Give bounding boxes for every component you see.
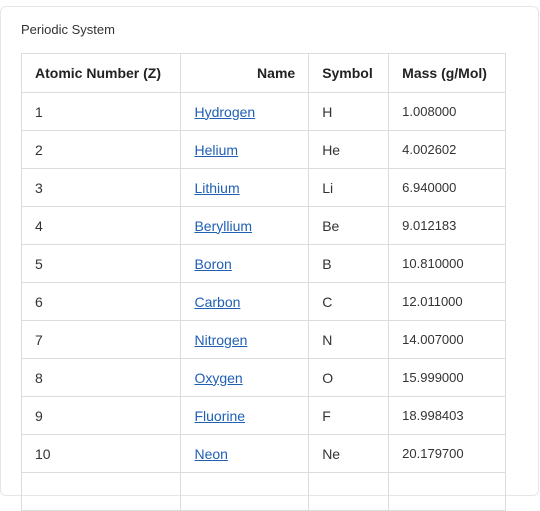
- cell-mass: 18.998403: [388, 396, 506, 435]
- element-link-fluorine[interactable]: Fluorine: [194, 407, 246, 424]
- table-row: [20, 472, 506, 511]
- cell-symbol: O: [308, 358, 390, 397]
- cell-mass: 20.179700: [388, 434, 506, 473]
- cell-name: Oxygen: [180, 358, 310, 397]
- cell-symbol: F: [308, 396, 390, 435]
- table-row: 7 Nitrogen N 14.007000: [20, 320, 506, 359]
- cell-symbol: [308, 472, 390, 511]
- element-link-beryllium[interactable]: Beryllium: [194, 217, 253, 234]
- cell-atomic-number: [20, 472, 182, 511]
- cell-symbol: B: [308, 244, 390, 283]
- column-header-atomic-number[interactable]: Atomic Number (Z): [20, 53, 182, 93]
- cell-mass: 6.940000: [388, 168, 506, 207]
- cell-name: Hydrogen: [180, 92, 310, 131]
- cell-symbol: C: [308, 282, 390, 321]
- table-header-row: Atomic Number (Z) Name Symbol Mass (g/Mo…: [20, 53, 506, 93]
- cell-symbol: N: [308, 320, 390, 359]
- cell-name: Carbon: [180, 282, 310, 321]
- column-header-symbol[interactable]: Symbol: [308, 53, 390, 93]
- cell-atomic-number: 8: [20, 358, 182, 397]
- cell-mass: 12.011000: [388, 282, 506, 321]
- column-header-mass[interactable]: Mass (g/Mol): [388, 53, 506, 93]
- table-row: 10 Neon Ne 20.179700: [20, 434, 506, 473]
- element-link-oxygen[interactable]: Oxygen: [194, 369, 243, 386]
- cell-name: Fluorine: [180, 396, 310, 435]
- cell-mass: 10.810000: [388, 244, 506, 283]
- element-link-helium[interactable]: Helium: [194, 141, 239, 158]
- cell-symbol: Be: [308, 206, 390, 245]
- table-row: 4 Beryllium Be 9.012183: [20, 206, 506, 245]
- element-link-lithium[interactable]: Lithium: [194, 179, 240, 196]
- cell-atomic-number: 4: [20, 206, 182, 245]
- cell-symbol: Ne: [308, 434, 390, 473]
- cell-atomic-number: 3: [20, 168, 182, 207]
- cell-mass: 4.002602: [388, 130, 506, 169]
- element-link-hydrogen[interactable]: Hydrogen: [194, 103, 256, 120]
- cell-name: Beryllium: [180, 206, 310, 245]
- cell-name: Nitrogen: [180, 320, 310, 359]
- table-row: 1 Hydrogen H 1.008000: [20, 92, 506, 131]
- cell-mass: 14.007000: [388, 320, 506, 359]
- cell-mass: 1.008000: [388, 92, 506, 131]
- cell-mass: 15.999000: [388, 358, 506, 397]
- element-link-boron[interactable]: Boron: [194, 255, 232, 272]
- cell-name: Neon: [180, 434, 310, 473]
- cell-symbol: H: [308, 92, 390, 131]
- cell-atomic-number: 7: [20, 320, 182, 359]
- cell-atomic-number: 5: [20, 244, 182, 283]
- table-row: 8 Oxygen O 15.999000: [20, 358, 506, 397]
- cell-mass: 9.012183: [388, 206, 506, 245]
- periodic-system-panel: Periodic System Atomic Number (Z) Name S…: [0, 6, 539, 511]
- cell-mass: [388, 472, 506, 511]
- table-row: 5 Boron B 10.810000: [20, 244, 506, 283]
- cell-name: [180, 472, 310, 511]
- table-row: 3 Lithium Li 6.940000: [20, 168, 506, 207]
- table-row: 2 Helium He 4.002602: [20, 130, 506, 169]
- cell-name: Lithium: [180, 168, 310, 207]
- cell-name: Boron: [180, 244, 310, 283]
- cell-atomic-number: 9: [20, 396, 182, 435]
- panel-title: Periodic System: [21, 22, 115, 37]
- cell-atomic-number: 10: [20, 434, 182, 473]
- cell-atomic-number: 6: [20, 282, 182, 321]
- cell-symbol: He: [308, 130, 390, 169]
- periodic-table: Atomic Number (Z) Name Symbol Mass (g/Mo…: [20, 53, 506, 511]
- cell-symbol: Li: [308, 168, 390, 207]
- column-header-name[interactable]: Name: [180, 53, 310, 93]
- element-link-carbon[interactable]: Carbon: [194, 293, 241, 310]
- element-link-neon[interactable]: Neon: [194, 445, 228, 462]
- table-row: 9 Fluorine F 18.998403: [20, 396, 506, 435]
- cell-name: Helium: [180, 130, 310, 169]
- table-row: 6 Carbon C 12.011000: [20, 282, 506, 321]
- cell-atomic-number: 1: [20, 92, 182, 131]
- cell-atomic-number: 2: [20, 130, 182, 169]
- element-link-nitrogen[interactable]: Nitrogen: [194, 331, 248, 348]
